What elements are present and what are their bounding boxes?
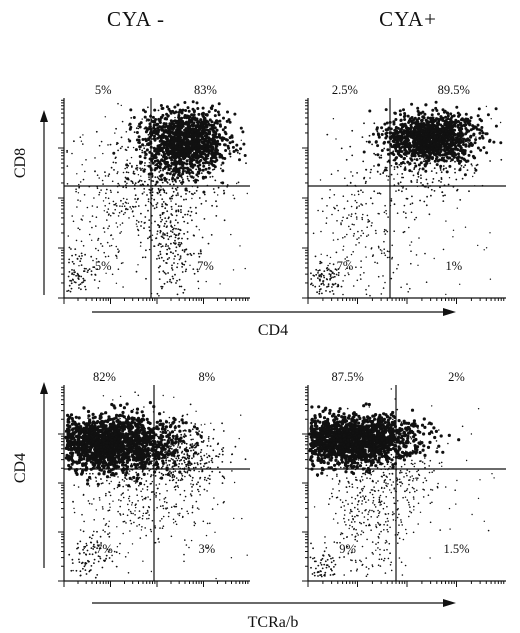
column-title-cya-minus: CYA - [107, 7, 165, 31]
quadrant-label-upper-right: 8% [198, 370, 215, 384]
top-x-axis-label: CD4 [258, 322, 288, 339]
top-y-axis-arrow [40, 110, 48, 295]
top-x-axis-arrow [92, 308, 456, 316]
quadrant-label-lower-right: 1% [445, 259, 462, 273]
scatter-dots [310, 100, 503, 297]
axis-ticks [58, 99, 249, 304]
quadrant-label-lower-left: 7% [96, 542, 113, 556]
quadrant-label-upper-right: 2% [448, 370, 465, 384]
quadrant-label-lower-right: 3% [198, 542, 215, 556]
scatter-dots [64, 391, 248, 580]
quadrant-label-lower-right: 1.5% [443, 542, 469, 556]
quadrant-label-upper-left: 87.5% [331, 370, 363, 384]
panel-tcr-cd4-cya-plus: 87.5% 2% 9% 1.5% [302, 370, 506, 587]
column-title-cya-plus: CYA+ [379, 7, 437, 31]
bottom-x-axis-label: TCRa/b [248, 614, 299, 631]
bottom-y-axis-arrow [40, 382, 48, 568]
scatter-dots [308, 388, 495, 578]
panel-cd4-cd8-cya-plus: 2.5% 89.5% 7% 1% [302, 83, 506, 304]
panel-cd4-cd8-cya-minus: 5% 83% 5% 7% [58, 83, 250, 304]
quadrant-label-upper-left: 2.5% [332, 83, 358, 97]
top-y-axis-label: CD8 [12, 148, 29, 178]
panel-tcr-cd4-cya-minus: 82% 8% 7% 3% [58, 370, 250, 587]
bottom-x-axis-arrow [92, 599, 456, 607]
quadrant-label-upper-left: 82% [93, 370, 116, 384]
quadrant-label-upper-right: 89.5% [438, 83, 470, 97]
axis-ticks [58, 386, 249, 587]
quadrant-label-lower-left: 7% [337, 259, 354, 273]
quadrant-label-lower-left: 9% [339, 542, 356, 556]
bottom-y-axis-label: CD4 [12, 453, 29, 483]
scatter-dots [66, 100, 248, 297]
axis-ticks [302, 386, 505, 587]
quadrant-label-lower-left: 5% [95, 259, 112, 273]
quadrant-label-upper-right: 83% [194, 83, 217, 97]
axis-ticks [302, 99, 505, 304]
quadrant-label-lower-right: 7% [197, 259, 214, 273]
quadrant-label-upper-left: 5% [95, 83, 112, 97]
